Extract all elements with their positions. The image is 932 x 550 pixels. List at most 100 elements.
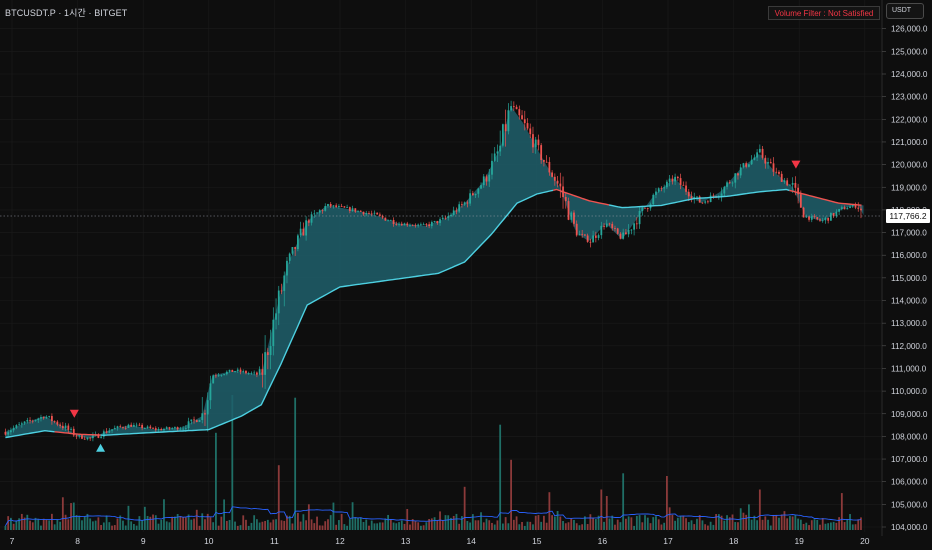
volume-bar	[351, 502, 354, 530]
candle-body	[111, 429, 113, 431]
volume-bar	[605, 496, 608, 530]
candle-body	[368, 213, 370, 214]
candle-body	[452, 210, 455, 215]
candle-body	[742, 163, 745, 168]
volume-bar	[652, 517, 655, 530]
volume-bar	[616, 519, 619, 530]
candle-body	[220, 374, 223, 376]
currency-button[interactable]: USDT	[886, 3, 924, 19]
candle-body	[359, 210, 362, 212]
volume-bar	[157, 523, 160, 530]
candle-body	[231, 369, 234, 372]
candle-body	[851, 204, 854, 207]
candle-body	[258, 369, 261, 375]
candle-body	[381, 215, 384, 218]
volume-bar	[174, 516, 176, 530]
candle-body	[225, 371, 228, 375]
volume-bar	[630, 517, 633, 530]
candle-body	[157, 428, 160, 431]
volume-bar	[584, 516, 586, 530]
volume-bar	[504, 517, 507, 530]
candle-body	[406, 223, 409, 226]
volume-bar	[808, 525, 810, 530]
volume-bar	[734, 522, 737, 530]
trend-line	[5, 188, 862, 439]
candle-body	[335, 205, 338, 207]
candle-body	[420, 224, 422, 226]
candle-body	[668, 178, 671, 182]
volume-bar	[10, 517, 12, 530]
volume-bar	[4, 525, 7, 530]
volume-bar	[135, 525, 138, 530]
candle-body	[133, 425, 135, 427]
volume-bar	[15, 521, 18, 530]
candle-body	[564, 197, 567, 202]
candle-body	[627, 229, 630, 235]
volume-bar	[731, 514, 734, 530]
candle-body	[75, 435, 78, 437]
candle-body	[824, 217, 827, 221]
candle-body	[737, 173, 739, 176]
candle-body	[551, 172, 554, 177]
volume-bar	[130, 521, 133, 530]
candle-body	[31, 420, 34, 422]
candle-body	[340, 206, 343, 207]
volume-bar	[422, 525, 425, 530]
candle-body	[256, 372, 258, 375]
candle-body	[567, 201, 570, 220]
volume-bar	[165, 521, 168, 530]
volume-bar	[474, 520, 477, 530]
volume-bar	[857, 519, 860, 530]
volume-bar	[608, 518, 611, 530]
volume-bar	[556, 510, 559, 530]
price-axis[interactable]: 126,000.0 125,000.0 124,000.0 123,000.0 122,…	[882, 25, 928, 532]
candle-body	[204, 413, 206, 415]
volume-bar	[791, 516, 794, 530]
volume-bar	[141, 520, 144, 530]
price-tick-label: 107,000.0	[891, 455, 928, 464]
volume-bar	[45, 519, 48, 530]
volume-bar	[329, 515, 332, 530]
volume-bar	[171, 516, 174, 530]
volume-bar	[764, 516, 767, 530]
price-tick-label: 113,000.0	[891, 319, 927, 328]
volume-bar	[783, 511, 786, 530]
candle-body	[731, 182, 734, 184]
candle-body	[116, 426, 119, 429]
price-tick-label: 122,000.0	[891, 115, 928, 124]
volume-bar	[239, 525, 242, 530]
candle-body	[739, 167, 742, 176]
volume-bar	[417, 522, 420, 530]
candle-body	[376, 212, 379, 215]
candle-body	[81, 435, 83, 439]
time-tick-label: 19	[794, 536, 804, 546]
candle-body	[425, 224, 428, 225]
volume-bar	[138, 516, 141, 530]
candle-body	[578, 233, 581, 236]
candle-body	[810, 216, 813, 220]
volume-bar	[105, 515, 108, 530]
candle-body	[439, 219, 441, 224]
candle-body	[553, 176, 556, 181]
volume-bar	[761, 519, 764, 530]
volume-bar	[332, 502, 335, 530]
volume-bar	[701, 520, 704, 530]
volume-bar	[745, 514, 748, 530]
volume-bar	[75, 515, 78, 530]
candle-body	[594, 235, 597, 238]
candle-body	[86, 437, 89, 440]
volume-bar	[756, 520, 759, 530]
candle-body	[504, 124, 507, 132]
candle-body	[480, 185, 482, 189]
volume-bar	[832, 521, 835, 530]
volume-bar	[830, 522, 832, 530]
volume-bar	[641, 522, 644, 530]
candle-body	[775, 171, 778, 173]
time-axis[interactable]: 7 8 9 10 11 12 13 14 15 16 17 18 19 20	[10, 536, 870, 546]
candle-body	[269, 346, 272, 356]
candle-body	[127, 424, 130, 428]
price-tick-label: 119,000.0	[891, 183, 927, 192]
volume-bar	[204, 519, 206, 530]
